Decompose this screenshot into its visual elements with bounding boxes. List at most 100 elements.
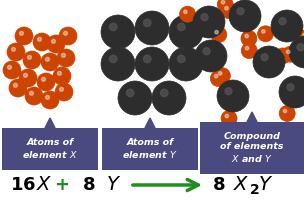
Circle shape: [23, 73, 27, 77]
Circle shape: [7, 43, 25, 61]
Circle shape: [217, 0, 233, 13]
Circle shape: [211, 27, 227, 43]
FancyBboxPatch shape: [102, 128, 198, 170]
Circle shape: [8, 65, 12, 69]
Circle shape: [287, 84, 294, 91]
Circle shape: [215, 30, 218, 34]
Text: $\mathbf{16}$: $\mathbf{16}$: [10, 176, 36, 194]
Circle shape: [37, 73, 55, 91]
Circle shape: [41, 91, 59, 109]
Circle shape: [25, 87, 43, 105]
Circle shape: [178, 23, 185, 31]
Circle shape: [59, 27, 77, 45]
Text: $\mathit{Y}$: $\mathit{Y}$: [106, 176, 121, 194]
Circle shape: [201, 14, 208, 21]
Circle shape: [279, 76, 304, 108]
Circle shape: [257, 26, 274, 42]
Circle shape: [286, 50, 290, 54]
Circle shape: [53, 67, 71, 85]
Circle shape: [245, 34, 248, 38]
Circle shape: [46, 95, 50, 99]
Text: $\mathit{Y}$: $\mathit{Y}$: [258, 176, 273, 194]
Text: $\mathbf{8}$: $\mathbf{8}$: [212, 176, 226, 194]
Circle shape: [275, 48, 291, 64]
Circle shape: [135, 11, 169, 45]
Circle shape: [46, 57, 50, 61]
Circle shape: [279, 105, 295, 121]
FancyBboxPatch shape: [200, 122, 304, 174]
Circle shape: [3, 61, 21, 79]
Circle shape: [169, 15, 203, 49]
Circle shape: [57, 49, 75, 67]
Circle shape: [221, 0, 225, 4]
Circle shape: [109, 23, 117, 31]
Circle shape: [12, 47, 16, 51]
Circle shape: [221, 110, 237, 126]
Circle shape: [279, 18, 286, 25]
Circle shape: [210, 71, 226, 86]
Circle shape: [261, 54, 268, 61]
Circle shape: [229, 0, 261, 32]
Circle shape: [135, 47, 169, 81]
Circle shape: [57, 71, 61, 75]
Circle shape: [9, 79, 27, 97]
Circle shape: [109, 55, 117, 63]
Circle shape: [297, 44, 304, 51]
Circle shape: [19, 69, 37, 87]
Circle shape: [241, 43, 257, 59]
Circle shape: [203, 48, 210, 55]
Circle shape: [101, 47, 135, 81]
Circle shape: [278, 52, 282, 55]
Circle shape: [64, 31, 67, 35]
Circle shape: [51, 39, 55, 43]
Circle shape: [303, 33, 304, 37]
Circle shape: [47, 35, 65, 53]
Circle shape: [245, 47, 249, 50]
Circle shape: [41, 53, 59, 71]
Circle shape: [13, 83, 17, 87]
Circle shape: [184, 10, 187, 13]
Circle shape: [19, 31, 23, 35]
Polygon shape: [45, 118, 55, 128]
Circle shape: [42, 77, 46, 81]
Circle shape: [23, 51, 41, 69]
Circle shape: [161, 89, 168, 97]
Text: Atoms of
element $Y$: Atoms of element $Y$: [122, 138, 178, 160]
Circle shape: [217, 80, 249, 112]
Polygon shape: [247, 112, 257, 122]
Circle shape: [152, 81, 186, 115]
FancyBboxPatch shape: [2, 128, 98, 170]
Circle shape: [118, 81, 152, 115]
Circle shape: [221, 3, 237, 19]
Circle shape: [29, 91, 33, 95]
Circle shape: [15, 27, 33, 45]
Circle shape: [143, 55, 151, 63]
Text: Atoms of
element $X$: Atoms of element $X$: [22, 138, 78, 160]
Circle shape: [225, 114, 229, 118]
Circle shape: [193, 6, 225, 38]
Circle shape: [237, 8, 244, 15]
Text: $\mathit{X}$: $\mathit{X}$: [233, 176, 250, 194]
Circle shape: [180, 6, 195, 22]
Circle shape: [241, 30, 257, 47]
Circle shape: [225, 88, 232, 95]
Text: $\mathbf{+}$: $\mathbf{+}$: [54, 176, 70, 194]
Circle shape: [143, 19, 151, 27]
Circle shape: [178, 55, 185, 63]
Circle shape: [299, 29, 304, 45]
Circle shape: [225, 7, 228, 10]
Text: $\mathbf{8}$: $\mathbf{8}$: [82, 176, 95, 194]
Text: $\mathbf{2}$: $\mathbf{2}$: [249, 183, 260, 197]
Circle shape: [169, 47, 203, 81]
Circle shape: [282, 46, 299, 62]
Text: $\mathit{X}$: $\mathit{X}$: [36, 176, 53, 194]
Circle shape: [55, 83, 73, 101]
Circle shape: [271, 10, 303, 42]
Circle shape: [101, 15, 135, 49]
Polygon shape: [145, 118, 155, 128]
Circle shape: [37, 37, 41, 41]
Circle shape: [253, 46, 285, 78]
Circle shape: [60, 87, 64, 91]
Circle shape: [283, 109, 287, 113]
Circle shape: [61, 53, 65, 57]
